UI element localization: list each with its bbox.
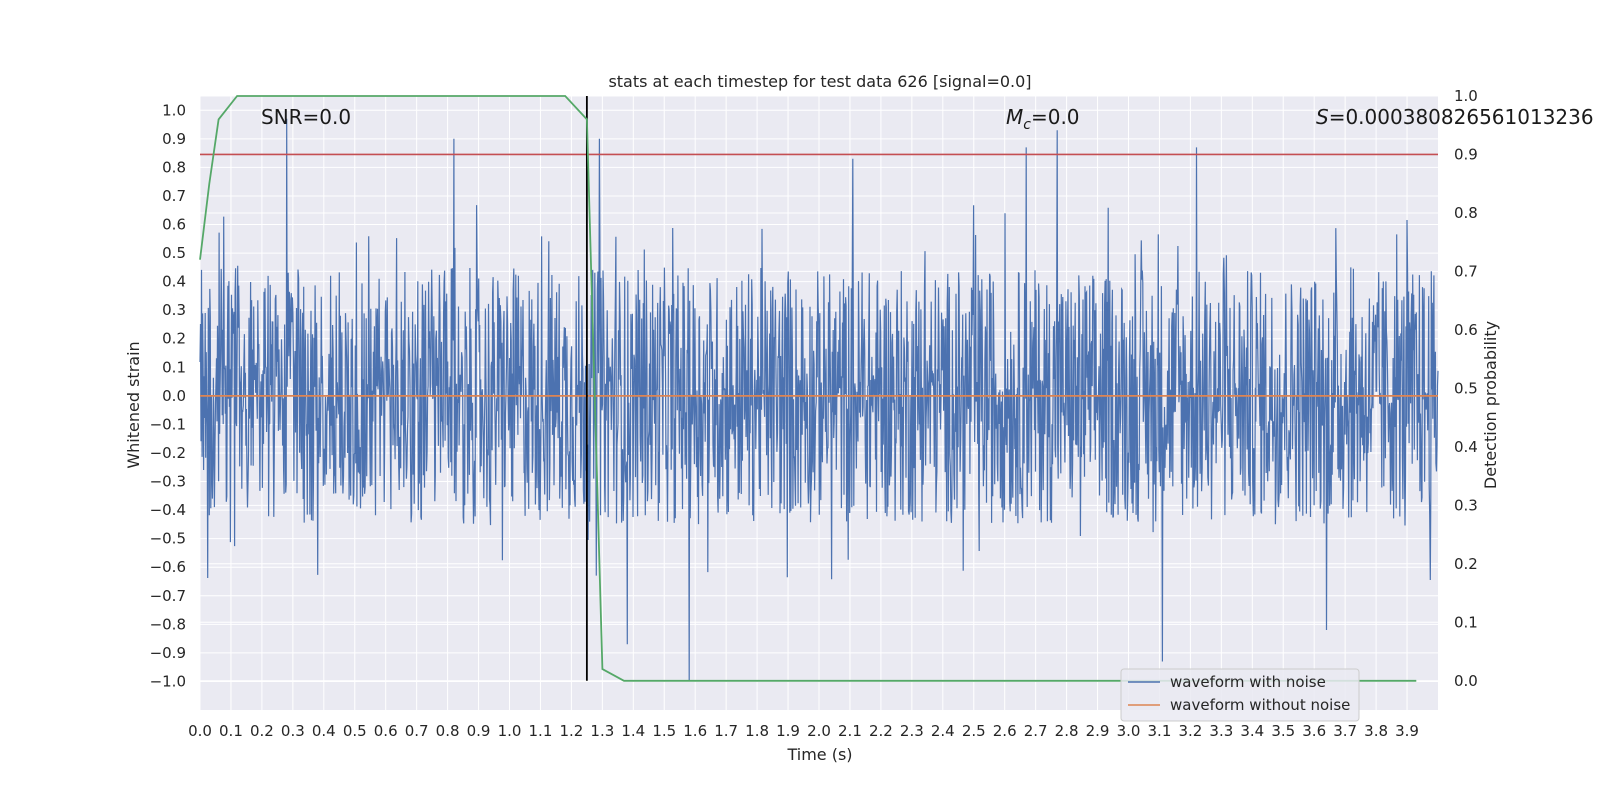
x-tick-label: 0.7 [405, 722, 429, 740]
x-tick-label: 3.5 [1271, 722, 1295, 740]
y-tick-label: −0.2 [150, 444, 186, 462]
x-tick-label: 1.9 [776, 722, 800, 740]
y-tick-label: −1.0 [150, 672, 186, 690]
x-tick-label: 3.9 [1395, 722, 1419, 740]
y-tick-label: 0.8 [162, 158, 186, 176]
x-tick-label: 0.6 [374, 722, 398, 740]
y-tick-label: 0.6 [162, 216, 186, 234]
s-annotation: S=0.00038082656101323​6 [1316, 105, 1594, 129]
y-tick-label: 0.0 [162, 387, 186, 405]
x-tick-label: 2.6 [993, 722, 1017, 740]
x-tick-label: 2.0 [807, 722, 831, 740]
x-tick-label: 0.4 [312, 722, 336, 740]
y-tick-label: −0.9 [150, 644, 186, 662]
x-tick-label: 3.0 [1117, 722, 1141, 740]
detection-probability-line [199, 95, 1417, 682]
y-tick-label: 0.5 [162, 244, 186, 262]
x-tick-label: 1.4 [621, 722, 645, 740]
x-tick-label: 2.4 [931, 722, 955, 740]
overlay-lines [199, 95, 1438, 682]
legend: waveform with noise waveform without noi… [1120, 668, 1360, 722]
y-tick-label: −0.7 [150, 587, 186, 605]
x-tick-label: 3.3 [1209, 722, 1233, 740]
legend-label-clean: waveform without noise [1170, 696, 1350, 714]
s-value: =0.00038082656101323​6 [1329, 105, 1594, 129]
y2-tick-label: 0.3 [1454, 496, 1478, 514]
y-tick-label: 0.7 [162, 187, 186, 205]
y-tick-label: 0.3 [162, 301, 186, 319]
y-tick-label: 1.0 [162, 101, 186, 119]
y2-tick-label: 0.0 [1454, 672, 1478, 690]
y-tick-label: 0.9 [162, 130, 186, 148]
y2-tick-label: 0.7 [1454, 262, 1478, 280]
y2-tick-label: 0.6 [1454, 321, 1478, 339]
legend-box [1120, 668, 1360, 722]
series-waveform-with-noise [199, 118, 1439, 682]
x-tick-label: 1.2 [559, 722, 583, 740]
snr-annotation: SNR=0.0 [261, 105, 351, 129]
x-tick-label: 1.8 [745, 722, 769, 740]
y2-tick-label: 1.0 [1454, 87, 1478, 105]
s-symbol: S [1316, 105, 1329, 129]
x-tick-label: 2.1 [838, 722, 862, 740]
y2-tick-label: 0.5 [1454, 379, 1478, 397]
y-tick-label: −0.3 [150, 473, 186, 491]
x-tick-label: 1.0 [498, 722, 522, 740]
x-tick-label: 3.8 [1364, 722, 1388, 740]
mc-subscript: c [1023, 117, 1031, 133]
y-tick-label: −0.8 [150, 615, 186, 633]
y2-tick-label: 0.2 [1454, 555, 1478, 573]
y-tick-label: −0.6 [150, 558, 186, 576]
x-tick-label: 1.1 [529, 722, 553, 740]
x-tick-label: 0.0 [188, 722, 212, 740]
x-tick-label: 3.4 [1240, 722, 1264, 740]
y2-axis-label: Detection probability [1481, 321, 1500, 489]
x-tick-label: 1.3 [590, 722, 614, 740]
y-tick-label: −0.5 [150, 530, 186, 548]
x-tick-label: 2.7 [1024, 722, 1048, 740]
y2-tick-label: 0.8 [1454, 204, 1478, 222]
y2-tick-label: 0.9 [1454, 145, 1478, 163]
x-tick-label: 1.5 [652, 722, 676, 740]
mc-annotation: Mc=0.0 [1006, 105, 1080, 133]
x-tick-label: 3.2 [1178, 722, 1202, 740]
x-tick-label: 2.3 [900, 722, 924, 740]
x-tick-label: 2.9 [1086, 722, 1110, 740]
y-tick-label: −0.4 [150, 501, 186, 519]
x-tick-label: 1.7 [714, 722, 738, 740]
x-tick-label: 0.9 [467, 722, 491, 740]
x-tick-label: 2.8 [1055, 722, 1079, 740]
y2-tick-label: 0.1 [1454, 613, 1478, 631]
x-tick-label: 2.5 [962, 722, 986, 740]
y2-tick-label: 0.4 [1454, 438, 1478, 456]
y-tick-label: 0.2 [162, 330, 186, 348]
mc-value: =0.0 [1031, 105, 1080, 129]
x-axis-label: Time (s) [786, 745, 852, 764]
legend-label-noisy: waveform with noise [1170, 673, 1326, 691]
y-tick-label: 0.1 [162, 358, 186, 376]
y-tick-label: −0.1 [150, 415, 186, 433]
mc-symbol: M [1006, 105, 1023, 129]
chart-title: stats at each timestep for test data 626… [608, 72, 1031, 91]
x-tick-label: 0.3 [281, 722, 305, 740]
x-tick-label: 3.6 [1302, 722, 1326, 740]
x-tick-label: 0.5 [343, 722, 367, 740]
noisy-waveform-line [199, 118, 1439, 682]
x-tick-label: 3.1 [1148, 722, 1172, 740]
x-tick-label: 0.2 [250, 722, 274, 740]
x-tick-label: 0.8 [436, 722, 460, 740]
y-tick-label: 0.4 [162, 273, 186, 291]
x-tick-label: 3.7 [1333, 722, 1357, 740]
y-axis-label: Whitened strain [124, 341, 143, 468]
axis-ticks: 0.0 0.1 0.2 0.3 0.4 0.5 0.6 0.7 0.8 0.9 1.0 1.1 1.2 1… [150, 87, 1478, 740]
x-tick-label: 2.2 [869, 722, 893, 740]
x-tick-label: 1.6 [683, 722, 707, 740]
x-tick-label: 0.1 [219, 722, 243, 740]
